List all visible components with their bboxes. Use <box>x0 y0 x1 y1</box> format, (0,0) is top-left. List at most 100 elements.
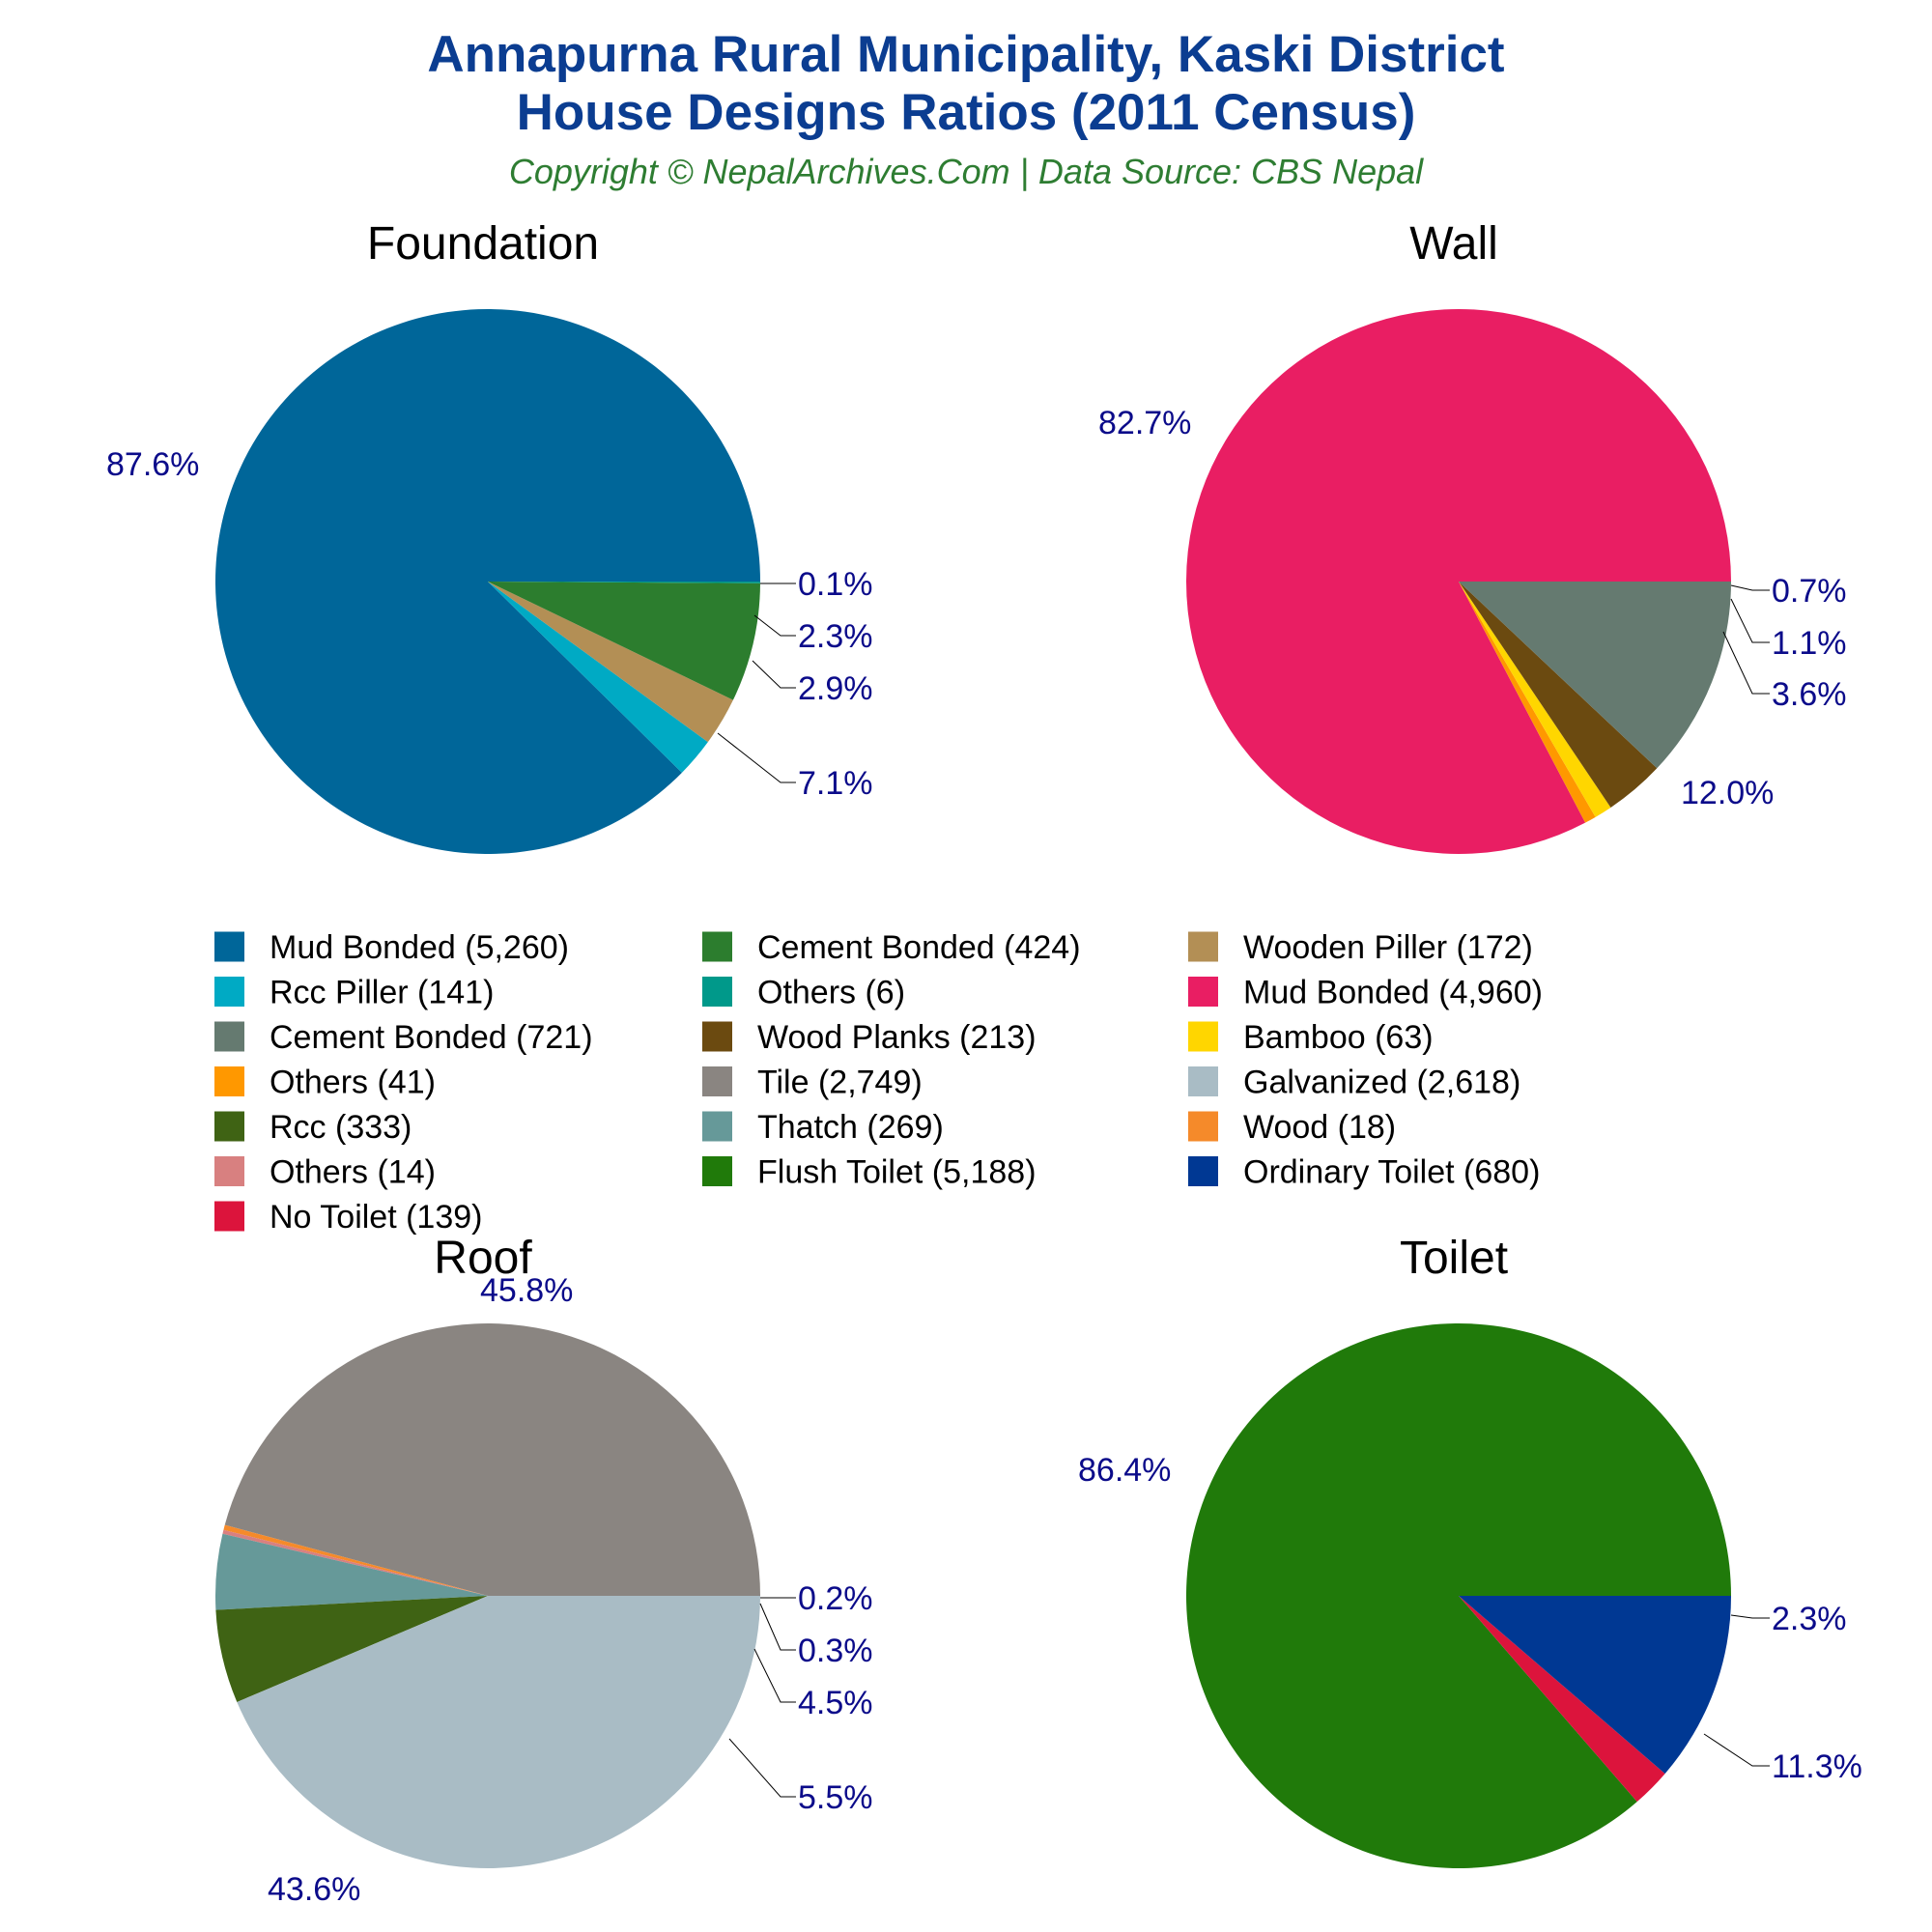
leader-line-foundation-rcc-piller <box>753 614 796 637</box>
legend-item-mud-bonded-4-960: Mud Bonded (4,960) <box>1188 975 1543 1011</box>
chart-subtitle: Copyright © NepalArchives.Com | Data Sou… <box>509 152 1424 191</box>
legend-item-cement-bonded-721: Cement Bonded (721) <box>214 1019 593 1056</box>
legend-item-mud-bonded-4-960-swatch <box>1188 977 1218 1007</box>
legend-item-ordinary-toilet-680-swatch <box>1188 1156 1218 1186</box>
legend-item-tile-2-749-swatch <box>702 1066 732 1096</box>
leader-line-roof-rcc <box>728 1738 796 1798</box>
percent-label-roof-others: 0.2% <box>798 1580 873 1617</box>
percent-label-toilet-ordinary-toilet: 11.3% <box>1772 1748 1862 1785</box>
legend-item-cement-bonded-424-swatch <box>702 931 732 962</box>
legend-item-others-6: Others (6) <box>702 975 905 1011</box>
slice-wall-wood-planks <box>1459 582 1658 808</box>
leader-line-wall-others <box>1730 584 1770 591</box>
legend-item-bamboo-63: Bamboo (63) <box>1188 1019 1434 1056</box>
leader-line-wall-wood-planks <box>1722 631 1770 695</box>
legend-item-thatch-269-label: Thatch (269) <box>757 1109 944 1146</box>
legend-item-mud-bonded-5-260-label: Mud Bonded (5,260) <box>270 929 569 966</box>
pie-title-wall: Wall <box>1409 218 1498 270</box>
slice-roof-rcc <box>215 1596 488 1702</box>
percent-label-foundation-rcc-piller: 2.3% <box>798 618 873 655</box>
percent-label-wall-mud-bonded: 82.7% <box>1098 405 1191 441</box>
slice-toilet-no-toilet <box>1459 1596 1665 1803</box>
legend-item-cement-bonded-424: Cement Bonded (424) <box>702 929 1081 966</box>
pie-roof-labels: 45.8% 0.3% 0.2% 4.5% 5.5% 43.6% <box>268 1272 873 1908</box>
legend-item-others-6-label: Others (6) <box>757 975 905 1011</box>
legend-item-others-41-swatch <box>214 1066 244 1096</box>
percent-label-roof-rcc: 5.5% <box>798 1779 873 1816</box>
slice-wall-others <box>1459 582 1596 823</box>
legend-item-wood-18-label: Wood (18) <box>1243 1109 1396 1146</box>
legend-item-others-14-label: Others (14) <box>270 1154 436 1191</box>
slice-wall-mud-bonded <box>1185 308 1732 854</box>
legend-item-rcc-333: Rcc (333) <box>214 1109 412 1146</box>
percent-label-foundation-mud-bonded: 87.6% <box>106 446 199 483</box>
leader-line-toilet-no-toilet <box>1730 1614 1770 1619</box>
legend-item-bamboo-63-swatch <box>1188 1021 1218 1052</box>
legend-item-thatch-269-swatch <box>702 1111 732 1142</box>
pie-roof: 45.8% 0.3% 0.2% 4.5% 5.5% 43.6% <box>215 1272 873 1908</box>
legend: Mud Bonded (5,260) Cement Bonded (424) Woo… <box>214 929 1543 1236</box>
legend-item-mud-bonded-5-260: Mud Bonded (5,260) <box>214 929 569 966</box>
legend-item-wood-planks-213: Wood Planks (213) <box>702 1019 1037 1056</box>
percent-label-wall-bamboo: 1.1% <box>1772 625 1847 662</box>
legend-item-ordinary-toilet-680: Ordinary Toilet (680) <box>1188 1154 1540 1191</box>
percent-label-roof-tile: 45.8% <box>480 1272 573 1309</box>
pie-foundation: 87.6% 2.3% 2.9% 7.1% 0.1% <box>106 309 873 855</box>
legend-item-no-toilet-139: No Toilet (139) <box>214 1199 483 1236</box>
legend-item-flush-toilet-5-188-swatch <box>702 1156 732 1186</box>
chart-title-line1: Annapurna Rural Municipality, Kaski Dist… <box>427 26 1504 83</box>
legend-item-wooden-piller-172-swatch <box>1188 931 1218 962</box>
pie-wall-labels: 82.7% 0.7% 1.1% 3.6% 12.0% <box>1098 405 1847 811</box>
leader-line-wall-bamboo <box>1730 598 1770 643</box>
legend-item-others-6-swatch <box>702 977 732 1007</box>
leader-line-foundation-cement-bonded <box>717 732 796 783</box>
legend-item-wooden-piller-172-label: Wooden Piller (172) <box>1243 929 1533 966</box>
legend-item-no-toilet-139-swatch <box>214 1201 244 1232</box>
legend-item-rcc-333-swatch <box>214 1111 244 1142</box>
percent-label-roof-thatch: 4.5% <box>798 1685 873 1721</box>
legend-item-others-14-swatch <box>214 1156 244 1186</box>
legend-item-cement-bonded-721-swatch <box>214 1021 244 1052</box>
pie-toilet: 86.4% 2.3% 11.3% <box>1078 1323 1862 1869</box>
legend-item-rcc-piller-141-swatch <box>214 977 244 1007</box>
leader-line-roof-thatch <box>753 1648 796 1703</box>
leader-line-toilet-ordinary-toilet <box>1703 1733 1770 1767</box>
legend-item-galvanized-2-618-swatch <box>1188 1066 1218 1096</box>
legend-item-ordinary-toilet-680-label: Ordinary Toilet (680) <box>1243 1154 1540 1191</box>
pie-wall: 82.7% 0.7% 1.1% 3.6% 12.0% <box>1098 308 1847 854</box>
percent-label-wall-others: 0.7% <box>1772 573 1847 610</box>
legend-item-others-41: Others (41) <box>214 1065 436 1101</box>
slice-toilet-ordinary-toilet <box>1459 1596 1731 1775</box>
slice-wall-bamboo <box>1459 582 1611 817</box>
pie-title-foundation: Foundation <box>367 218 599 270</box>
slice-foundation-rcc-piller <box>488 582 708 773</box>
legend-item-wood-planks-213-swatch <box>702 1021 732 1052</box>
slice-foundation-cement-bonded <box>488 582 760 700</box>
legend-item-thatch-269: Thatch (269) <box>702 1109 944 1146</box>
percent-label-roof-galvanized: 43.6% <box>268 1871 360 1908</box>
legend-item-no-toilet-139-label: No Toilet (139) <box>270 1199 483 1236</box>
slice-wall-cement-bonded <box>1459 582 1731 769</box>
leader-line-roof-wood <box>759 1603 796 1651</box>
legend-item-wooden-piller-172: Wooden Piller (172) <box>1188 929 1533 966</box>
pie-title-roof: Roof <box>434 1233 532 1284</box>
slice-foundation-wooden-piller <box>488 582 733 743</box>
slice-roof-others <box>222 1529 488 1596</box>
legend-item-galvanized-2-618: Galvanized (2,618) <box>1188 1065 1520 1101</box>
legend-item-flush-toilet-5-188-label: Flush Toilet (5,188) <box>757 1154 1037 1191</box>
legend-item-galvanized-2-618-label: Galvanized (2,618) <box>1243 1065 1520 1101</box>
legend-item-cement-bonded-721-label: Cement Bonded (721) <box>270 1019 593 1056</box>
legend-item-flush-toilet-5-188: Flush Toilet (5,188) <box>702 1154 1037 1191</box>
legend-item-others-14: Others (14) <box>214 1154 436 1191</box>
legend-item-rcc-333-label: Rcc (333) <box>270 1109 412 1146</box>
pie-toilet-labels: 86.4% 2.3% 11.3% <box>1078 1452 1862 1785</box>
percent-label-wall-cement-bonded: 12.0% <box>1681 775 1774 811</box>
slice-roof-thatch <box>215 1533 488 1610</box>
pie-title-toilet: Toilet <box>1400 1233 1508 1284</box>
percent-label-toilet-no-toilet: 2.3% <box>1772 1601 1847 1637</box>
legend-item-cement-bonded-424-label: Cement Bonded (424) <box>757 929 1081 966</box>
percent-label-foundation-cement-bonded: 7.1% <box>798 765 873 802</box>
legend-item-tile-2-749-label: Tile (2,749) <box>757 1065 923 1101</box>
pie-foundation-labels: 87.6% 2.3% 2.9% 7.1% 0.1% <box>106 446 873 802</box>
